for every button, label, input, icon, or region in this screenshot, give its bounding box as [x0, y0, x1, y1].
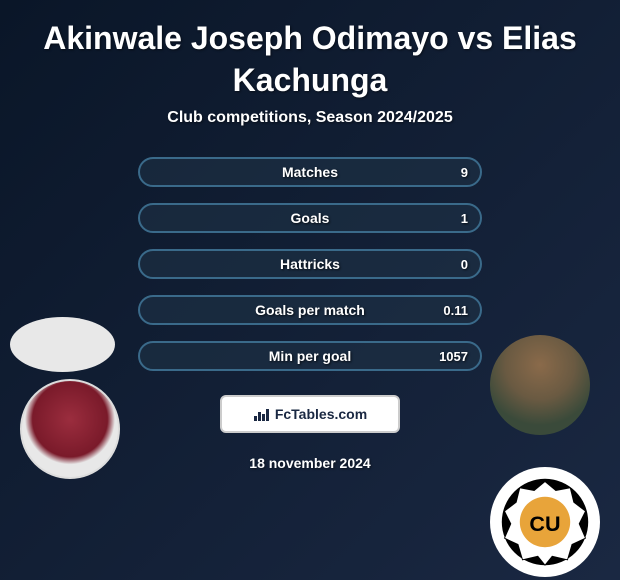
stat-value: 9	[461, 165, 468, 180]
stat-bar-goals-per-match: Goals per match 0.11	[138, 295, 482, 325]
svg-text:CU: CU	[529, 511, 560, 536]
player2-club-badge: CU	[490, 467, 600, 577]
stat-bar-goals: Goals 1	[138, 203, 482, 233]
stat-value: 1057	[439, 349, 468, 364]
stat-label: Goals	[140, 210, 480, 226]
stats-container: Matches 9 Goals 1 Hattricks 0 Goals per …	[138, 157, 482, 371]
club-badge-icon: CU	[500, 477, 590, 567]
subtitle: Club competitions, Season 2024/2025	[0, 109, 620, 127]
comparison-content: CU Matches 9 Goals 1 Hattricks 0 Goals p…	[0, 157, 620, 471]
player1-avatar	[10, 317, 115, 372]
stat-bar-min-per-goal: Min per goal 1057	[138, 341, 482, 371]
stat-bar-matches: Matches 9	[138, 157, 482, 187]
stat-value: 0.11	[443, 303, 468, 318]
player1-club-badge	[20, 379, 120, 479]
player2-avatar	[490, 335, 590, 435]
chart-icon	[253, 406, 269, 422]
brand-badge: FcTables.com	[220, 395, 400, 433]
stat-bar-hattricks: Hattricks 0	[138, 249, 482, 279]
stat-label: Matches	[140, 164, 480, 180]
brand-text: FcTables.com	[275, 406, 367, 422]
stat-value: 0	[461, 257, 468, 272]
stat-label: Min per goal	[140, 348, 480, 364]
stat-value: 1	[461, 211, 468, 226]
page-title: Akinwale Joseph Odimayo vs Elias Kachung…	[0, 0, 620, 109]
stat-label: Goals per match	[140, 302, 480, 318]
stat-label: Hattricks	[140, 256, 480, 272]
